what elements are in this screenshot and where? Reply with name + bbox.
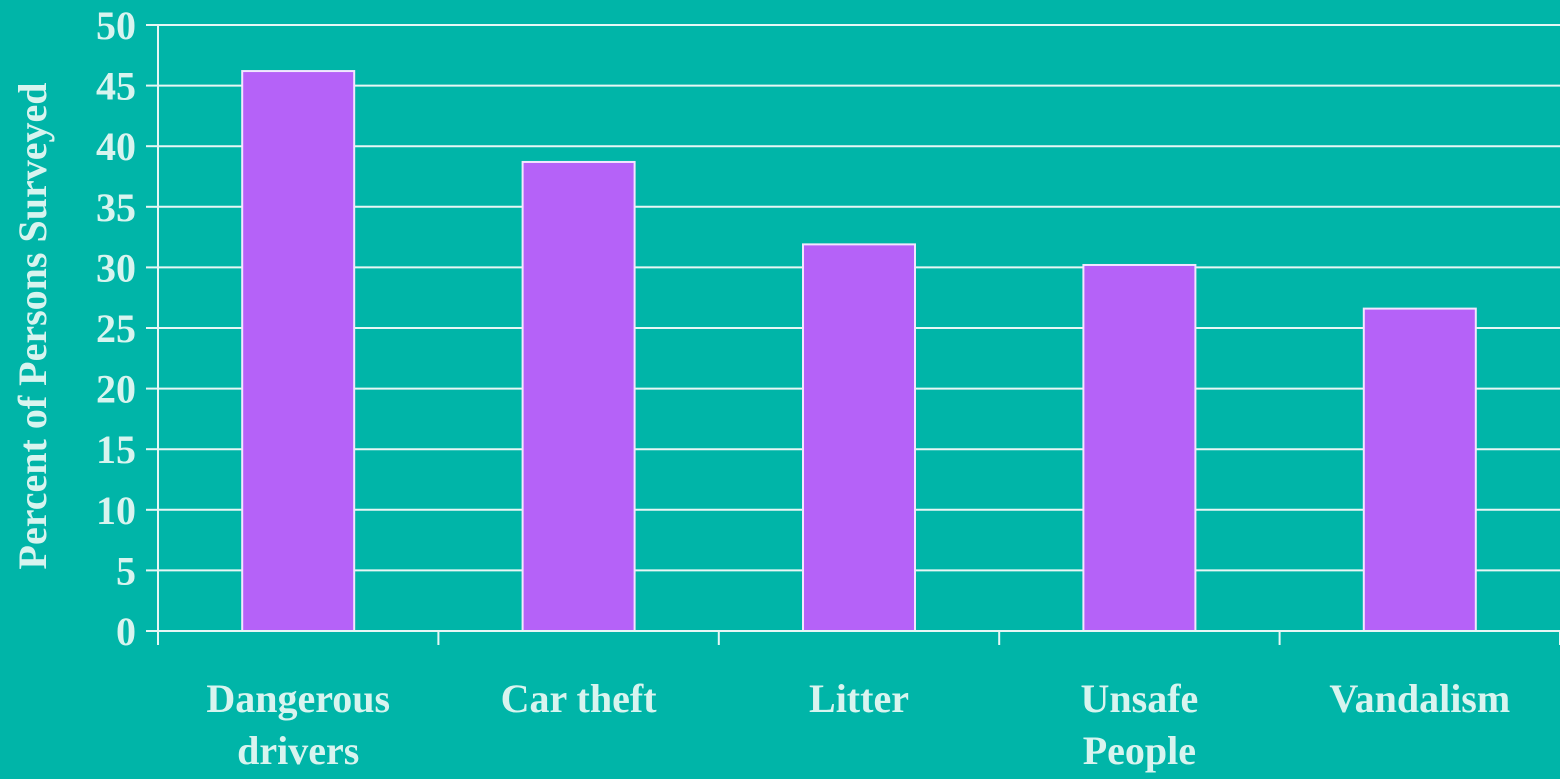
x-category-label-line: Dangerous	[206, 676, 390, 721]
x-category-label: Litter	[809, 676, 909, 721]
y-tick-label: 30	[96, 245, 136, 290]
x-category-label-line: Car theft	[501, 676, 658, 721]
bar	[1362, 307, 1477, 632]
y-tick-label: 5	[116, 548, 136, 593]
y-tick-label: 10	[96, 488, 136, 533]
y-tick-label: 50	[96, 3, 136, 48]
y-tick-label: 25	[96, 306, 136, 351]
y-tick-label: 45	[96, 64, 136, 109]
x-category-label: Car theft	[501, 676, 658, 721]
bars	[241, 70, 1477, 632]
bar	[1082, 263, 1197, 632]
x-category-labels: Dangerous drivers Car theft Litter Unsafe Peo…	[206, 676, 1510, 773]
x-category-label-line: Litter	[809, 676, 909, 721]
bar	[241, 70, 356, 632]
y-tick-label: 40	[96, 124, 136, 169]
x-category-label-line: People	[1083, 728, 1196, 773]
y-tick-label: 15	[96, 427, 136, 472]
x-category-label: Vandalism	[1329, 676, 1510, 721]
x-category-label: Dangerous drivers	[206, 676, 390, 773]
axes	[146, 24, 1560, 645]
bar	[802, 243, 916, 632]
x-category-label: Unsafe People	[1081, 676, 1199, 773]
bar	[521, 160, 636, 632]
x-category-label-line: Unsafe	[1081, 676, 1199, 721]
x-category-label-line: Vandalism	[1329, 676, 1510, 721]
y-tick-label: 0	[116, 609, 136, 654]
y-axis-title: Percent of Persons Surveyed	[10, 83, 55, 570]
y-tick-labels: 0 5 10 15 20 25 30 35 40 45 50	[96, 3, 136, 654]
y-tick-label: 35	[96, 185, 136, 230]
x-category-label-line: drivers	[237, 728, 359, 773]
y-tick-label: 20	[96, 367, 136, 412]
